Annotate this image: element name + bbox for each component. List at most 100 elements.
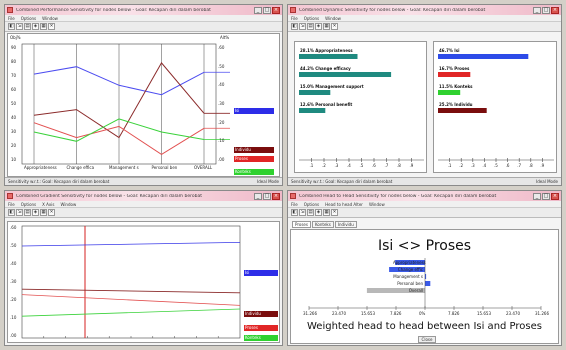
tool-button[interactable]: ▦ [323,209,330,216]
minimize-button[interactable]: _ [254,6,262,14]
alternative-label-proses: Proses [244,325,278,331]
toolbar: ◧ ⇲ ▤ ◈ ▦ ✕ [5,22,282,32]
tool-button[interactable]: ◧ [8,23,15,30]
tool-button[interactable]: ▤ [307,209,314,216]
maximize-button[interactable]: □ [263,192,271,200]
alternative-bar [438,108,487,113]
objective-tick-label: .3 [334,163,339,168]
criterion-label: Management s [109,165,139,170]
title-bar[interactable]: Combined Gradient Sensitivity for nodes … [5,191,282,201]
close-dialog-button[interactable]: Close [418,336,436,343]
objectives-bar-chart [299,54,424,162]
tab-konteks[interactable]: Konteks [311,221,334,228]
tool-button[interactable]: ▦ [40,23,47,30]
maximize-button[interactable]: □ [263,6,271,14]
series-line-isi [21,242,241,247]
close-button[interactable]: × [272,192,280,200]
criterion-label: OVERALL [194,165,213,170]
maximize-button[interactable]: □ [542,6,550,14]
left-tick-label: .50 [10,243,17,248]
alternative-bar-label: 46.7% Isi [439,48,460,53]
window-title: Combined Performance Sensitivity for nod… [16,7,211,13]
chart-subtitle: Weighted head to head between Isi and Pr… [307,321,542,332]
maximize-button[interactable]: □ [542,192,550,200]
menu-file[interactable]: File [8,201,15,207]
tool-button[interactable]: ◧ [291,209,298,216]
menu-options[interactable]: Options [20,15,37,21]
left-tick-label: 90 [11,45,17,50]
alternatives-bar-chart [438,54,554,162]
tool-button[interactable]: ◧ [8,209,15,216]
tool-button[interactable]: ⇲ [299,209,306,216]
tool-button[interactable]: ✕ [331,23,338,30]
objective-bar-label: 28.1% Appropriateness [300,48,353,53]
objective-bar [299,54,358,59]
menu-options[interactable]: Options [20,201,37,207]
menu-window[interactable]: Window [42,15,58,21]
menu-x-axis[interactable]: X Axis [42,201,55,207]
tool-button[interactable]: ▤ [24,209,31,216]
app-icon [7,193,13,199]
menu-window[interactable]: Window [368,201,385,207]
tool-button[interactable]: ◈ [315,209,322,216]
alternative-bar [438,90,461,95]
close-button[interactable]: × [551,192,559,200]
alternative-tick-label: .9 [540,163,545,168]
menu-file[interactable]: File [8,15,15,21]
menu-options[interactable]: Options [303,201,320,207]
tool-button[interactable]: ▤ [307,23,314,30]
menu-options[interactable]: Options [303,15,320,21]
tool-button[interactable]: ✕ [331,209,338,216]
gradient-chart: .60 .50 .40 .30 .20 .10 .00 Isi Individu Proses Ko… [7,221,280,343]
tab-individu[interactable]: Individu [334,221,357,228]
menu-bar: File Options Window [5,15,282,22]
tool-button[interactable]: ◧ [291,23,298,30]
menu-window[interactable]: Window [60,201,77,207]
chart-title: Isi <> Proses [377,238,472,254]
x-tick-label: 31.266 [303,311,317,316]
tool-button[interactable]: ◈ [32,209,39,216]
gradient-sensitivity-window: Combined Gradient Sensitivity for nodes … [4,190,283,346]
row-label: Appropriateness [393,259,426,265]
objective-tick-label: .2 [322,163,326,168]
tool-button[interactable]: ▦ [40,209,47,216]
tool-button[interactable]: ✕ [48,23,55,30]
left-tick-label: .40 [10,261,17,266]
objective-tick-label: .9 [409,163,414,168]
tab-proses[interactable]: Proses [292,221,311,228]
tool-button[interactable]: ⇲ [16,23,23,30]
left-tick-label: 10 [11,157,17,162]
menu-file[interactable]: File [291,15,298,21]
head-to-head-bar [395,260,425,265]
alternative-label-individu: Individu [244,311,278,317]
title-bar[interactable]: Combined Head to Head Sensitivity for no… [288,191,561,201]
menu-head-to-head[interactable]: Head to head Alter [325,201,363,207]
alternative-label-konteks: Konteks [244,335,278,341]
app-icon [7,7,13,13]
tool-button[interactable]: ◈ [32,23,39,30]
tool-button[interactable]: ▤ [24,23,31,30]
menu-window[interactable]: Window [325,15,341,21]
title-bar[interactable]: Combined Dynamic Sensitivity for nodes b… [288,5,561,15]
tool-button[interactable]: ▦ [323,23,330,30]
alt-percent-label: Alt% [220,35,230,40]
title-bar[interactable]: Combined Performance Sensitivity for nod… [5,5,282,15]
right-tick-label: .30 [218,101,225,106]
menu-file[interactable]: File [291,201,298,207]
close-button[interactable]: × [551,6,559,14]
head-to-head-bar [425,281,431,286]
minimize-button[interactable]: _ [254,192,262,200]
left-tick-label: 70 [11,73,17,78]
x-tick-label: 15.653 [361,311,375,316]
tool-button[interactable]: ⇲ [16,209,23,216]
performance-sensitivity-window: Combined Performance Sensitivity for nod… [4,4,283,186]
tool-button[interactable]: ⇲ [299,23,306,30]
objective-tick-label: .4 [347,163,351,168]
close-button[interactable]: × [272,6,280,14]
tool-button[interactable]: ◈ [315,23,322,30]
minimize-button[interactable]: _ [533,192,541,200]
alternative-bar-label: 11.5% Konteks [439,84,473,89]
head-to-head-window: Combined Head to Head Sensitivity for no… [287,190,562,346]
minimize-button[interactable]: _ [533,6,541,14]
tool-button[interactable]: ✕ [48,209,55,216]
